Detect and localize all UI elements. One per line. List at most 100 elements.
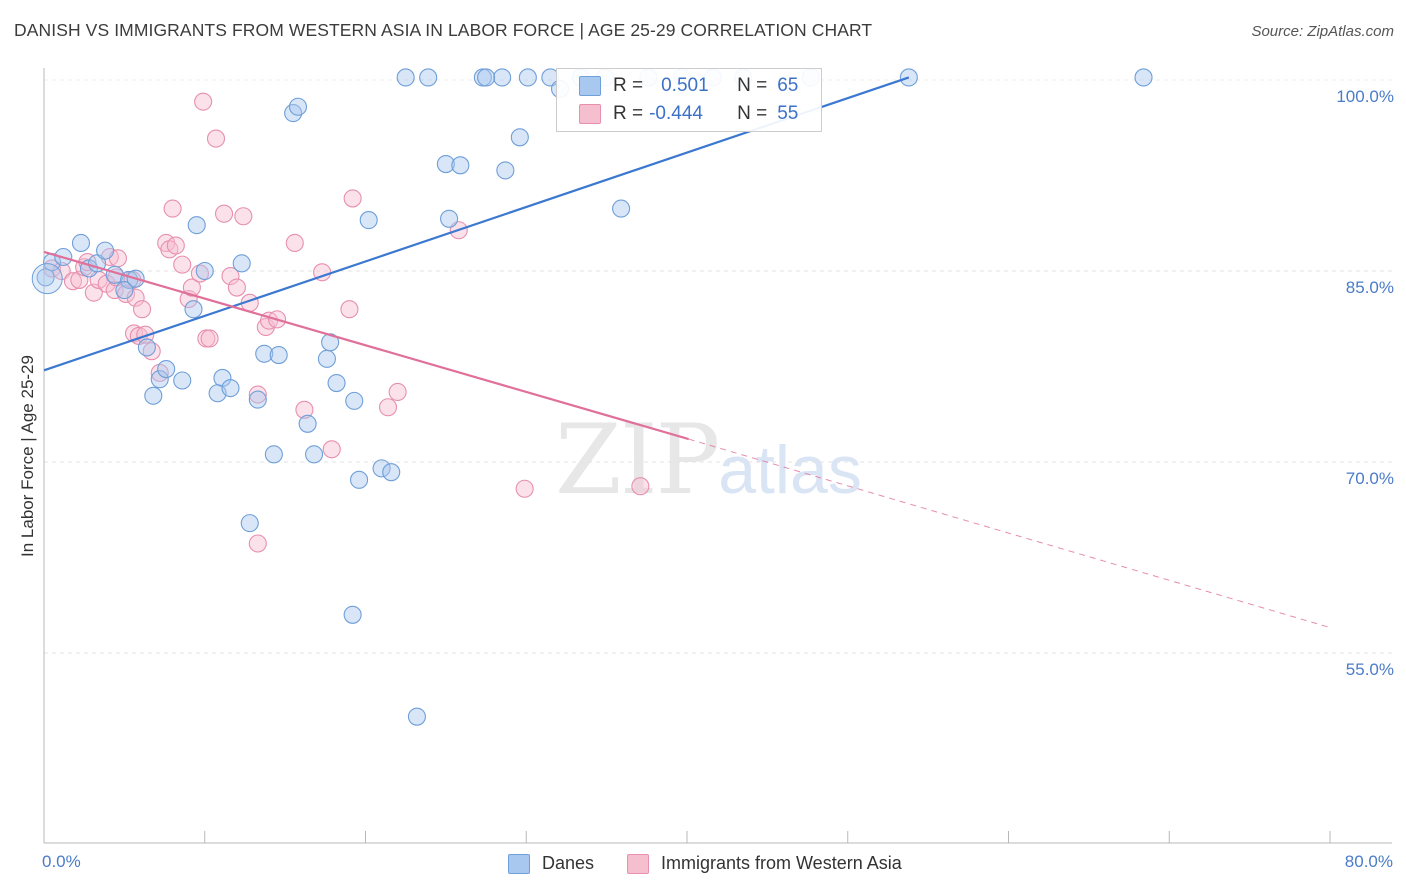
danes-point-23 — [184, 300, 203, 319]
danes-point-60 — [1134, 68, 1153, 87]
series-legend: Danes Immigrants from Western Asia — [0, 853, 1406, 877]
danes-point-15 — [144, 386, 163, 405]
watermark: ZIPatlas — [555, 404, 862, 516]
danes-point-63 — [240, 514, 259, 533]
danes-n-value: 65 — [777, 75, 799, 96]
danes-swatch — [579, 76, 601, 96]
danes-point-20 — [221, 379, 240, 398]
danes-point-39 — [436, 154, 455, 174]
axes — [43, 68, 1392, 844]
danes-point-35 — [345, 391, 364, 410]
danes-point-3 — [71, 233, 91, 253]
immigrants-point-32 — [221, 267, 240, 286]
immigrants-point-14 — [133, 300, 152, 319]
immigrants-point-30 — [206, 129, 226, 148]
y-axis-label: In Labor Force | Age 25-29 — [18, 355, 37, 557]
danes-point-17 — [195, 261, 214, 281]
immigrants-swatch — [579, 104, 601, 124]
immigrants-point-50 — [631, 477, 650, 496]
immigrants-points — [42, 92, 650, 553]
danes-point-14 — [173, 371, 192, 390]
danes-n-label: N = — [737, 75, 768, 96]
danes-point-16 — [187, 216, 206, 235]
danes-point-0 — [36, 268, 55, 287]
immigrants-n-value: 55 — [777, 103, 799, 124]
x-tick-min: 0.0% — [42, 852, 81, 871]
danes-point-cluster — [31, 263, 63, 295]
danes-point-9 — [115, 281, 134, 300]
danes-point-49 — [518, 68, 537, 87]
danes-point-38 — [359, 211, 378, 230]
danes-point-24 — [255, 344, 274, 363]
danes-point-21 — [232, 254, 251, 273]
danes-legend-label: Danes — [542, 853, 595, 873]
danes-point-6 — [96, 241, 115, 260]
danes-point-27 — [288, 97, 308, 116]
danes-point-41 — [440, 209, 459, 228]
y-tick-85: 85.0% — [1345, 278, 1394, 297]
danes-point-11 — [137, 338, 156, 357]
immigrants-point-46 — [378, 398, 398, 417]
trend-lines — [43, 76, 1331, 629]
danes-point-61 — [343, 605, 362, 624]
immigrants-n-label: N = — [737, 103, 768, 124]
danes-point-48 — [493, 68, 512, 87]
immigrants-point-43 — [322, 440, 341, 459]
source-label: Source: ZipAtlas.com — [1251, 23, 1394, 40]
danes-point-30 — [305, 445, 324, 464]
watermark-zip: ZIP — [555, 404, 720, 516]
immigrants-point-44 — [340, 300, 359, 319]
danes-point-25 — [269, 345, 288, 365]
immigrants-point-26 — [190, 264, 209, 283]
danes-point-64 — [477, 68, 496, 87]
danes-point-33 — [327, 374, 346, 393]
danes-point-46 — [419, 68, 438, 87]
danes-point-32 — [321, 333, 340, 352]
immigrants-point-36 — [248, 385, 267, 404]
immigrants-point-21 — [166, 236, 185, 255]
y-tick-70: 70.0% — [1345, 469, 1394, 488]
danes-point-29 — [298, 414, 317, 433]
immigrants-trend-line — [43, 250, 689, 441]
danes-point-45 — [396, 68, 415, 87]
danes-point-43 — [510, 128, 529, 147]
immigrants-r-value: -0.444 — [649, 103, 703, 124]
immigrants-point-40 — [285, 233, 304, 253]
legend-item-immigrants[interactable]: Immigrants from Western Asia — [627, 853, 902, 874]
x-tick-max: 80.0% — [1344, 852, 1393, 871]
danes-point-31 — [317, 349, 336, 368]
immigrants-point-51 — [248, 534, 267, 553]
immigrants-point-29 — [194, 92, 213, 111]
y-tick-55: 55.0% — [1345, 660, 1394, 679]
danes-point-40 — [451, 156, 470, 175]
danes-r-label: R = — [613, 75, 644, 96]
immigrants-point-45 — [343, 189, 362, 208]
danes-point-13 — [157, 359, 176, 379]
immigrants-point-34 — [234, 207, 253, 226]
danes-point-62 — [407, 707, 426, 726]
gridlines — [44, 79, 1392, 654]
immigrants-point-33 — [227, 278, 246, 297]
danes-points — [31, 68, 1153, 726]
y-tick-100: 100.0% — [1336, 87, 1394, 106]
legend-row-immigrants: R = -0.444 N = 55 — [579, 101, 798, 127]
danes-point-34 — [350, 470, 369, 489]
immigrants-point-49 — [515, 479, 534, 498]
immigrants-point-23 — [173, 255, 192, 274]
danes-r-value: 0.501 — [661, 75, 709, 96]
stats-legend: R = 0.501 N = 65 R = -0.444 N = 55 — [556, 68, 822, 132]
legend-row-danes: R = 0.501 N = 65 — [579, 73, 798, 99]
danes-legend-swatch — [508, 853, 530, 874]
danes-point-12 — [150, 370, 169, 389]
chart-title: DANISH VS IMMIGRANTS FROM WESTERN ASIA I… — [14, 20, 873, 40]
immigrants-legend-swatch — [627, 853, 649, 874]
immigrants-point-2 — [63, 272, 82, 291]
legend-item-danes[interactable]: Danes — [508, 853, 594, 874]
immigrants-point-25 — [182, 278, 201, 297]
danes-point-37 — [382, 463, 401, 482]
danes-point-28 — [264, 445, 283, 464]
danes-point-42 — [496, 161, 515, 180]
immigrants-point-22 — [163, 199, 182, 218]
immigrants-r-label: R = — [613, 103, 644, 124]
